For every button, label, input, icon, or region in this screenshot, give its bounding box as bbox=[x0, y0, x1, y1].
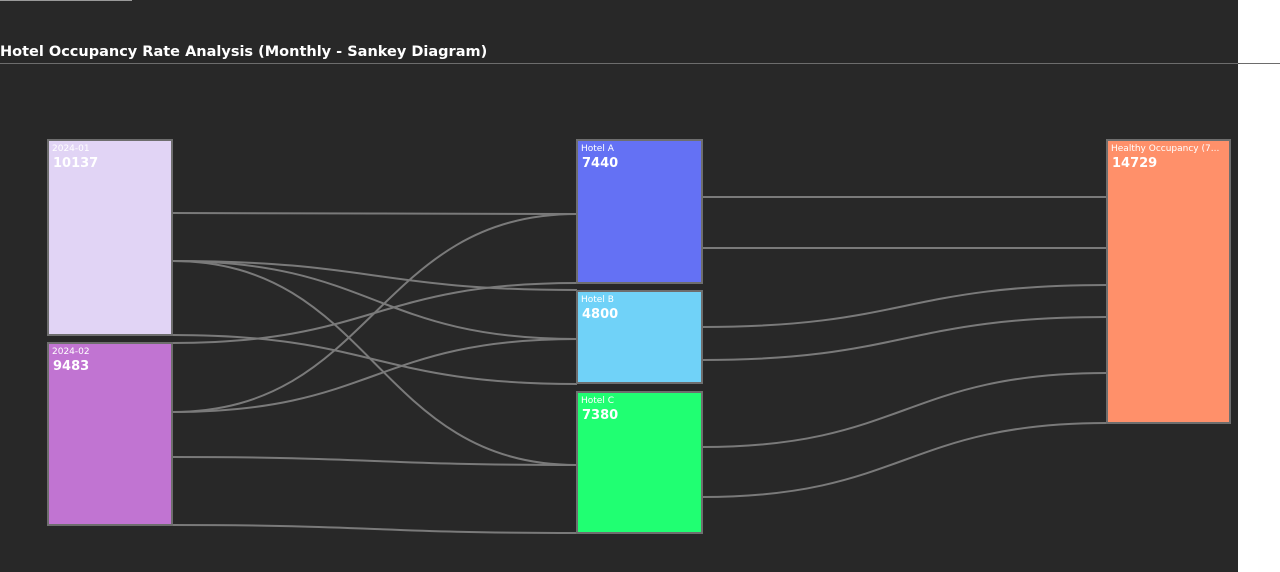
sankey-link[interactable] bbox=[171, 524, 578, 534]
sankey-link[interactable] bbox=[171, 260, 578, 466]
sankey-link[interactable] bbox=[171, 212, 578, 215]
sankey-link[interactable] bbox=[701, 316, 1108, 361]
node-value: 4800 bbox=[582, 307, 618, 322]
links-layer bbox=[171, 195, 1108, 534]
node-value: 14729 bbox=[1112, 156, 1157, 171]
node-label: Hotel C bbox=[581, 396, 614, 406]
sankey-link[interactable] bbox=[171, 456, 578, 466]
sankey-node-healthy-occupancy[interactable]: Healthy Occupancy (7... 14729 bbox=[1106, 139, 1231, 424]
sankey-link[interactable] bbox=[701, 372, 1108, 448]
node-rect[interactable] bbox=[47, 342, 173, 526]
node-label: Healthy Occupancy (7... bbox=[1111, 144, 1219, 154]
tab-indicator bbox=[0, 0, 132, 1]
node-rect[interactable] bbox=[576, 290, 703, 384]
sankey-node-hotel-c[interactable]: Hotel C 7380 bbox=[576, 391, 703, 534]
sankey-link[interactable] bbox=[171, 338, 578, 413]
node-rect[interactable] bbox=[1106, 139, 1231, 424]
node-label: Hotel A bbox=[581, 144, 615, 154]
node-rect[interactable] bbox=[47, 139, 173, 336]
node-value: 7380 bbox=[582, 408, 618, 423]
node-value: 10137 bbox=[53, 156, 98, 171]
sankey-node-2024-02[interactable]: 2024-02 9483 bbox=[47, 342, 173, 526]
page-title: Hotel Occupancy Rate Analysis (Monthly -… bbox=[0, 44, 488, 60]
sankey-link[interactable] bbox=[171, 334, 578, 385]
node-value: 7440 bbox=[582, 156, 618, 171]
sankey-link[interactable] bbox=[701, 422, 1108, 498]
sankey-node-hotel-a[interactable]: Hotel A 7440 bbox=[576, 139, 703, 284]
sankey-link[interactable] bbox=[171, 282, 578, 344]
node-label: 2024-02 bbox=[52, 347, 90, 357]
sankey-link[interactable] bbox=[701, 284, 1108, 328]
sankey-node-2024-01[interactable]: 2024-01 10137 bbox=[47, 139, 173, 336]
node-label: 2024-01 bbox=[52, 144, 90, 154]
node-rect[interactable] bbox=[576, 391, 703, 534]
node-label: Hotel B bbox=[581, 295, 614, 305]
sankey-link[interactable] bbox=[171, 260, 578, 340]
sankey-link[interactable] bbox=[171, 260, 578, 291]
title-divider bbox=[0, 63, 1280, 64]
node-rect[interactable] bbox=[576, 139, 703, 284]
sankey-node-hotel-b[interactable]: Hotel B 4800 bbox=[576, 290, 703, 384]
node-value: 9483 bbox=[53, 359, 89, 374]
